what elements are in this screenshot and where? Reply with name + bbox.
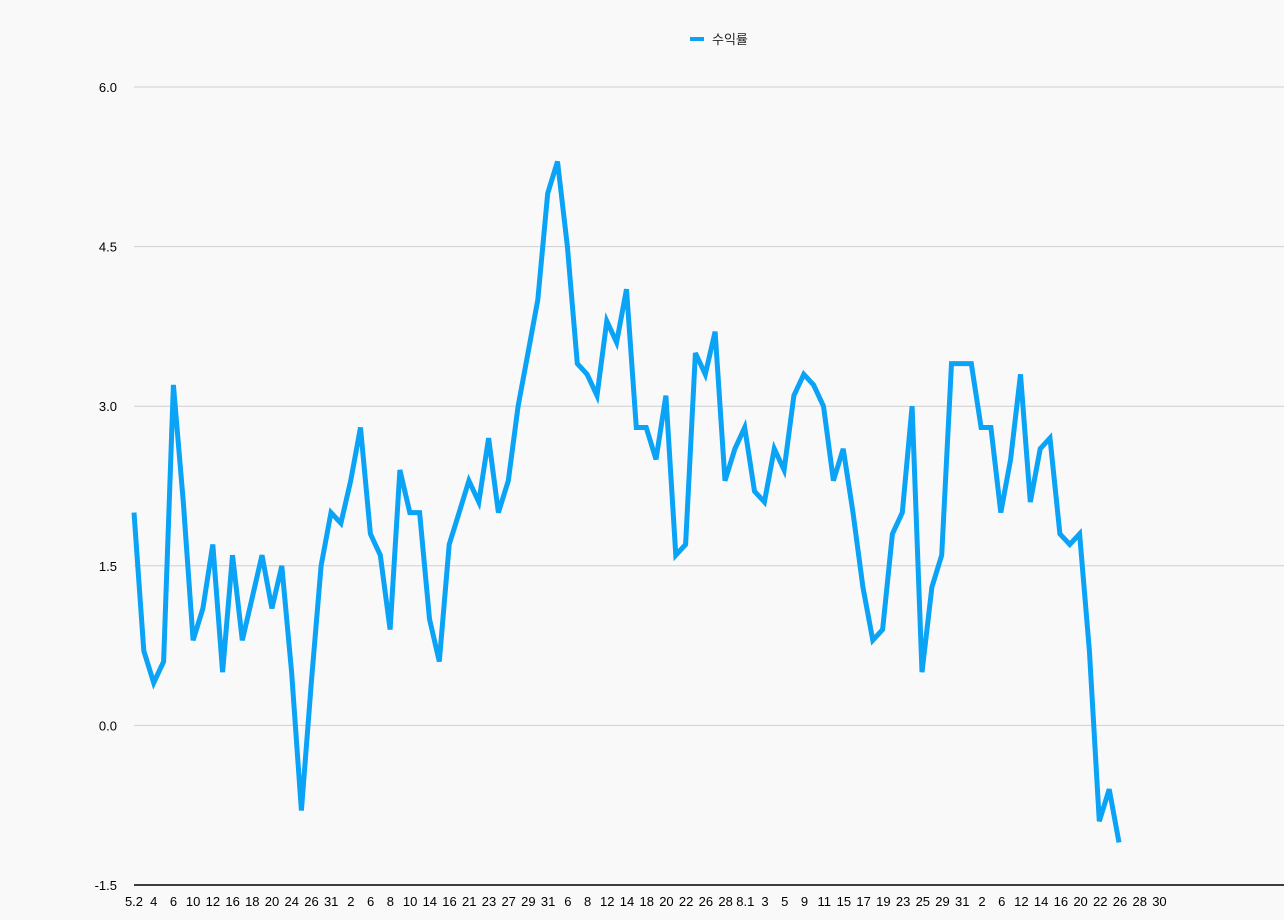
x-tick-label: 27 bbox=[501, 894, 515, 909]
x-tick-label: 18 bbox=[639, 894, 653, 909]
y-tick-label: 1.5 bbox=[99, 559, 117, 574]
x-tick-label: 24 bbox=[285, 894, 299, 909]
y-tick-label: 3.0 bbox=[99, 399, 117, 414]
x-tick-label: 22 bbox=[1093, 894, 1107, 909]
x-tick-label: 26 bbox=[304, 894, 318, 909]
x-tick-label: 8 bbox=[584, 894, 591, 909]
x-tick-label: 15 bbox=[837, 894, 851, 909]
x-tick-label: 16 bbox=[1054, 894, 1068, 909]
y-axis-ticks: 6.0 4.5 3.0 1.5 0.0 -1.5 bbox=[95, 80, 117, 893]
x-tick-label: 19 bbox=[876, 894, 890, 909]
x-tick-label: 20 bbox=[1073, 894, 1087, 909]
x-tick-label: 26 bbox=[1113, 894, 1127, 909]
x-tick-label: 17 bbox=[856, 894, 870, 909]
x-tick-label: 3 bbox=[761, 894, 768, 909]
x-tick-label: 31 bbox=[541, 894, 555, 909]
legend[interactable]: 수익률 bbox=[690, 32, 748, 47]
x-tick-label: 16 bbox=[225, 894, 239, 909]
x-tick-label: 21 bbox=[462, 894, 476, 909]
x-tick-label: 16 bbox=[442, 894, 456, 909]
x-tick-label: 25 bbox=[916, 894, 930, 909]
x-axis-ticks: 5.2 4 6 10 12 16 18 20 24 26 31 2 6 8 10 14 16 21 23 27 29 31… bbox=[125, 894, 1167, 909]
y-tick-label: 4.5 bbox=[99, 240, 117, 255]
x-tick-label: 6 bbox=[998, 894, 1005, 909]
x-tick-label: 5 bbox=[781, 894, 788, 909]
x-tick-label: 12 bbox=[600, 894, 614, 909]
x-tick-label: 29 bbox=[521, 894, 535, 909]
gridlines bbox=[134, 86, 1284, 726]
legend-label: 수익률 bbox=[712, 32, 748, 47]
y-tick-label: 6.0 bbox=[99, 80, 117, 95]
x-tick-label: 29 bbox=[935, 894, 949, 909]
x-tick-label: 14 bbox=[1034, 894, 1048, 909]
x-tick-label: 2 bbox=[347, 894, 354, 909]
x-tick-label: 10 bbox=[186, 894, 200, 909]
x-tick-label: 10 bbox=[403, 894, 417, 909]
x-tick-label: 20 bbox=[659, 894, 673, 909]
x-tick-label: 22 bbox=[679, 894, 693, 909]
x-tick-label: 9 bbox=[801, 894, 808, 909]
x-tick-label: 2 bbox=[978, 894, 985, 909]
x-tick-label: 28 bbox=[1132, 894, 1146, 909]
y-tick-label: 0.0 bbox=[99, 718, 117, 733]
x-tick-label: 30 bbox=[1152, 894, 1166, 909]
x-tick-label: 8.1 bbox=[736, 894, 754, 909]
x-tick-label: 5.2 bbox=[125, 894, 143, 909]
x-tick-label: 6 bbox=[564, 894, 571, 909]
x-tick-label: 31 bbox=[955, 894, 969, 909]
series-line-수익률 bbox=[131, 160, 1122, 843]
x-tick-label: 26 bbox=[699, 894, 713, 909]
x-tick-label: 12 bbox=[1014, 894, 1028, 909]
x-tick-label: 31 bbox=[324, 894, 338, 909]
x-tick-label: 12 bbox=[206, 894, 220, 909]
x-tick-label: 14 bbox=[620, 894, 634, 909]
x-tick-label: 4 bbox=[150, 894, 157, 909]
x-tick-label: 23 bbox=[896, 894, 910, 909]
x-tick-label: 8 bbox=[387, 894, 394, 909]
x-tick-label: 14 bbox=[423, 894, 437, 909]
x-tick-label: 6 bbox=[170, 894, 177, 909]
y-tick-label: -1.5 bbox=[95, 878, 117, 893]
x-tick-label: 23 bbox=[482, 894, 496, 909]
x-tick-label: 6 bbox=[367, 894, 374, 909]
x-tick-label: 11 bbox=[817, 894, 831, 909]
x-tick-label: 18 bbox=[245, 894, 259, 909]
x-tick-label: 28 bbox=[718, 894, 732, 909]
x-tick-label: 20 bbox=[265, 894, 279, 909]
